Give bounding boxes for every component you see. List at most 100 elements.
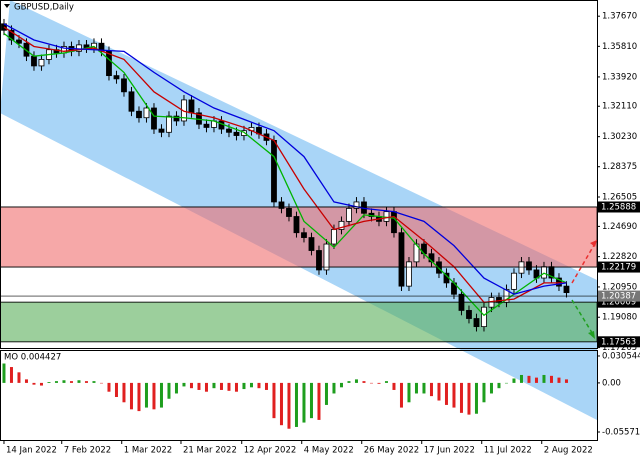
histogram-bar [99, 382, 103, 384]
candle-body [301, 232, 307, 238]
histogram-bar [152, 382, 156, 410]
y-tick-label: 1.35810 [602, 42, 637, 52]
candle-body [203, 123, 210, 128]
histogram-bar [264, 382, 268, 390]
histogram-bar [54, 381, 58, 383]
indicator-title: MO 0.004427 [4, 353, 61, 363]
histogram-bar [497, 382, 501, 389]
y-tick-label: 1.19080 [602, 313, 637, 323]
x-tick-label: 2 Aug 2022 [544, 446, 593, 456]
histogram-bar [204, 382, 208, 392]
candle-body [308, 237, 315, 251]
candle-body [271, 139, 277, 203]
x-tick-label: 21 Mar 2022 [183, 446, 237, 456]
candle-body [346, 208, 352, 222]
histogram-bar [489, 382, 493, 394]
x-tick-label: 12 Apr 2022 [244, 446, 297, 456]
candle-body [136, 110, 142, 119]
candle-body [158, 128, 165, 133]
histogram-bar [399, 382, 403, 408]
histogram-bar [504, 382, 508, 384]
up-arrow [571, 239, 598, 284]
candle-body [181, 99, 187, 122]
histogram-bar [107, 382, 111, 392]
histogram-bar [174, 382, 178, 394]
histogram-bar [159, 382, 163, 408]
candle-body [548, 266, 555, 279]
candle-body [113, 75, 120, 80]
candle-body [38, 59, 45, 67]
candle-body [391, 211, 397, 234]
y-tick-label: -0.055719 [602, 427, 640, 437]
histogram-bar [77, 380, 81, 383]
down-arrow [571, 299, 595, 337]
histogram-bar [549, 375, 553, 383]
y-tick-label: 1.37670 [602, 12, 637, 22]
sub-frame [0, 350, 598, 441]
candle-body [398, 232, 405, 287]
histogram-bar [527, 375, 531, 383]
y-tick-label: 1.30230 [602, 132, 637, 142]
histogram-bar [212, 382, 216, 389]
level-label-box [598, 261, 640, 273]
histogram-bar [474, 382, 478, 414]
histogram-bar [24, 379, 28, 383]
histogram-bar [354, 379, 358, 383]
candle-body [481, 306, 487, 328]
histogram-bar [324, 382, 328, 405]
candle-body [76, 44, 82, 52]
x-tick-label: 1 Mar 2022 [124, 446, 172, 456]
histogram-bar [369, 382, 373, 384]
candle-body [286, 208, 292, 217]
histogram-bar [182, 382, 186, 387]
candle-body [166, 115, 172, 133]
histogram-bar [534, 377, 538, 383]
histogram-bar [294, 382, 298, 427]
x-tick-label: 26 May 2022 [364, 446, 419, 456]
histogram-bar [407, 382, 411, 403]
histogram-bar [114, 382, 118, 397]
histogram-bar [429, 382, 433, 397]
candle-body [173, 115, 180, 122]
histogram-bar [519, 374, 523, 383]
candle-body [338, 220, 345, 230]
candle-body [541, 266, 547, 279]
histogram-bar [377, 382, 381, 384]
histogram-bar [197, 382, 201, 390]
level-label-box [598, 290, 640, 302]
candle-body [106, 50, 112, 77]
x-tick-label: 11 Jul 2022 [484, 446, 532, 456]
histogram-bar [482, 382, 486, 403]
histogram-bar [302, 382, 306, 423]
histogram-bar [414, 382, 418, 394]
candle-body [143, 107, 150, 119]
histogram-bar [347, 381, 351, 383]
histogram-bar [17, 372, 21, 383]
histogram-bar [2, 363, 6, 383]
histogram-bar [362, 381, 366, 383]
candle-body [316, 250, 322, 271]
candle-body [278, 201, 285, 209]
main-panel [0, 18, 598, 343]
level-label: 1.25888 [601, 202, 636, 212]
histogram-bar [242, 382, 246, 390]
moving-average [3, 33, 567, 317]
y-tick-label: 1.17205 [602, 343, 637, 353]
histogram-bar [339, 382, 343, 388]
menu-icon [4, 4, 10, 8]
candle-body [526, 261, 532, 271]
level-label: 1.17563 [601, 337, 636, 347]
y-tick-label: 1.26505 [602, 192, 637, 202]
histogram-bar [9, 367, 13, 383]
candle-body [323, 243, 330, 271]
y-tick-label: 1.32110 [602, 102, 637, 112]
candle-body [128, 91, 135, 112]
histogram-bar [512, 378, 516, 383]
candle-body [226, 128, 232, 133]
down-arrow-head [588, 331, 595, 339]
x-tick-label: 14 Jan 2022 [6, 446, 57, 456]
level-label-box [598, 296, 640, 308]
histogram-bar [279, 382, 283, 426]
histogram-bar [227, 382, 231, 391]
histogram-bar [84, 381, 88, 383]
